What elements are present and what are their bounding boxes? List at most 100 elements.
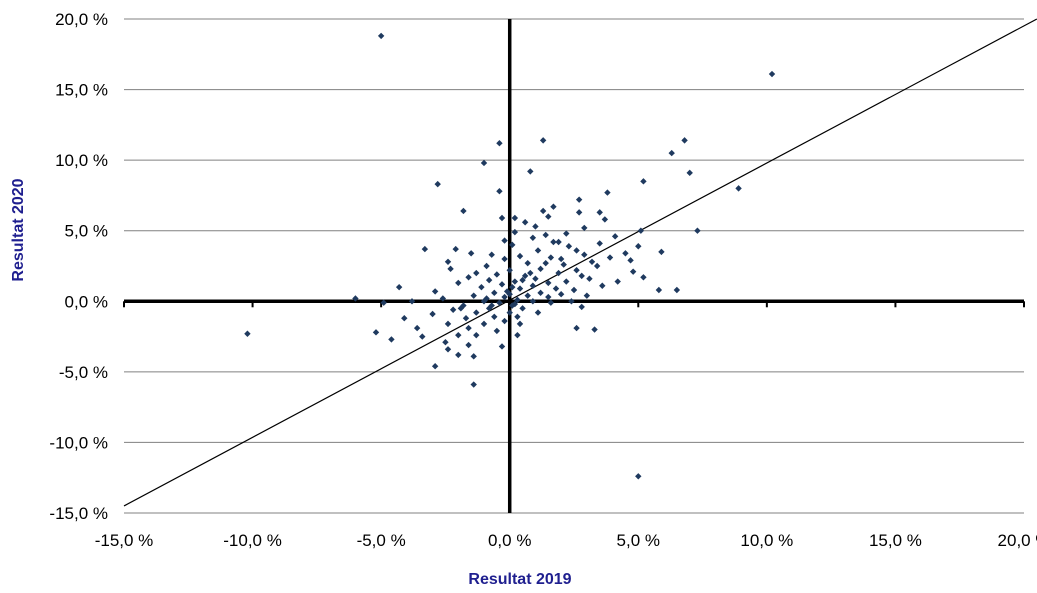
data-point-75 <box>563 278 570 285</box>
data-point-92 <box>557 291 565 298</box>
data-point-60 <box>537 265 544 273</box>
data-point-29 <box>511 228 519 236</box>
data-point-47 <box>488 251 495 258</box>
data-point-115 <box>506 309 513 316</box>
data-point-103 <box>568 298 575 305</box>
data-point-1 <box>768 70 776 78</box>
data-point-38 <box>565 243 573 250</box>
data-point-67 <box>521 272 529 280</box>
data-point-39 <box>635 243 642 250</box>
data-point-141 <box>444 346 452 353</box>
data-point-24 <box>521 219 529 226</box>
data-point-144 <box>431 363 439 370</box>
data-point-158 <box>614 278 621 285</box>
data-point-34 <box>501 237 508 244</box>
data-point-30 <box>563 230 570 237</box>
data-point-27 <box>637 227 645 234</box>
data-point-157 <box>588 258 596 265</box>
data-point-154 <box>527 269 534 277</box>
data-point-72 <box>640 274 647 281</box>
data-point-49 <box>581 251 588 258</box>
data-point-64 <box>555 269 562 277</box>
data-point-19 <box>545 213 552 220</box>
data-point-131 <box>372 329 380 336</box>
data-point-135 <box>514 331 521 339</box>
data-point-102 <box>529 298 537 305</box>
data-point-85 <box>570 286 578 294</box>
data-point-69 <box>465 274 472 281</box>
data-point-71 <box>586 275 593 282</box>
data-point-127 <box>465 324 472 332</box>
data-point-4 <box>496 140 503 147</box>
data-point-59 <box>447 265 454 273</box>
data-point-155 <box>457 305 465 312</box>
data-point-58 <box>593 262 601 270</box>
data-point-140 <box>498 343 506 350</box>
data-point-43 <box>573 247 580 254</box>
data-point-32 <box>611 233 619 240</box>
data-point-124 <box>480 320 488 328</box>
data-point-83 <box>395 283 403 291</box>
y-tick-label-0: -15,0 % <box>49 504 108 523</box>
data-point-42 <box>534 247 542 254</box>
data-point-137 <box>388 336 395 343</box>
data-point-100 <box>514 296 521 304</box>
data-point-94 <box>524 292 531 299</box>
data-point-143 <box>470 353 477 360</box>
data-point-96 <box>501 293 508 301</box>
data-point-147 <box>509 283 516 291</box>
data-point-28 <box>694 227 701 234</box>
data-point-107 <box>547 299 555 306</box>
data-point-98 <box>439 295 447 302</box>
data-point-139 <box>465 341 472 349</box>
data-point-99 <box>352 295 359 302</box>
data-point-148 <box>503 288 511 295</box>
y-tick-label-2: -5,0 % <box>59 363 108 382</box>
data-point-12 <box>496 187 503 195</box>
data-point-151 <box>483 295 490 302</box>
y-tick-label-5: 10,0 % <box>55 151 108 170</box>
data-point-63 <box>473 269 480 277</box>
data-point-125 <box>516 320 524 328</box>
data-points <box>244 32 776 480</box>
y-tick-label-7: 20,0 % <box>55 10 108 29</box>
x-tick-label-0: -15,0 % <box>95 531 154 550</box>
data-point-145 <box>470 381 477 388</box>
data-point-152 <box>542 259 549 267</box>
data-point-35 <box>550 238 557 246</box>
data-point-122 <box>501 317 508 325</box>
data-point-13 <box>604 189 611 196</box>
data-point-8 <box>527 168 534 175</box>
data-point-133 <box>455 331 462 339</box>
data-point-0 <box>377 32 385 40</box>
reference-diagonal-line <box>123 18 1037 507</box>
data-point-9 <box>640 178 647 185</box>
data-point-25 <box>532 223 539 230</box>
data-point-149 <box>511 300 519 308</box>
x-tick-label-4: 5,0 % <box>617 531 660 550</box>
data-point-50 <box>547 254 555 261</box>
data-point-53 <box>627 257 634 264</box>
data-point-114 <box>473 309 480 316</box>
data-point-52 <box>501 255 508 263</box>
data-point-129 <box>591 326 598 333</box>
data-point-33 <box>529 234 537 241</box>
data-point-15 <box>550 203 557 210</box>
y-axis-title: Resultat 2020 <box>10 178 27 281</box>
data-point-62 <box>573 267 580 274</box>
data-point-57 <box>483 262 490 270</box>
data-point-81 <box>478 283 485 291</box>
data-point-74 <box>511 278 519 285</box>
data-point-95 <box>583 292 591 299</box>
data-point-86 <box>655 286 663 294</box>
data-point-120 <box>462 315 470 322</box>
data-point-36 <box>596 240 603 247</box>
data-point-44 <box>658 248 665 256</box>
data-point-46 <box>467 250 475 257</box>
data-point-117 <box>429 310 436 318</box>
data-point-105 <box>380 299 387 306</box>
data-point-146 <box>635 473 642 480</box>
data-point-136 <box>419 333 426 340</box>
data-point-80 <box>599 282 606 289</box>
